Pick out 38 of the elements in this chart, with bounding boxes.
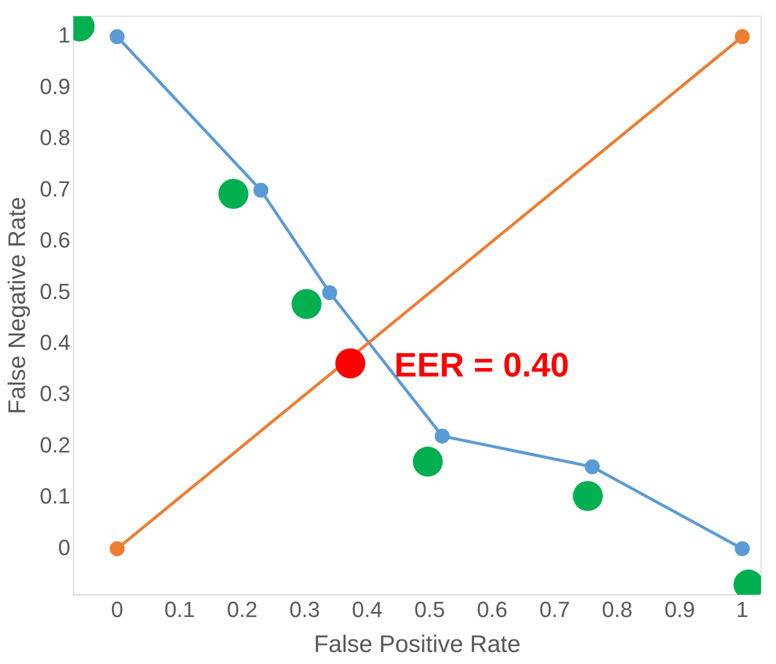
point <box>292 288 322 319</box>
y-tick-label: 0.6 <box>40 228 70 253</box>
y-tick-label: 0.8 <box>40 125 70 150</box>
y-tick-label: 0 <box>58 534 70 560</box>
point <box>584 459 600 474</box>
point <box>434 428 450 444</box>
y-axis-title: False Negative Rate <box>4 196 32 414</box>
y-tick-label: 0.7 <box>40 176 70 202</box>
y-tick-label: 0.5 <box>40 278 70 304</box>
y-tick-label: 0.4 <box>40 330 70 355</box>
point <box>110 541 125 556</box>
x-tick-label: 0.3 <box>289 597 320 622</box>
point <box>335 348 366 378</box>
point <box>412 446 443 477</box>
x-tick-label: 0.7 <box>539 597 570 622</box>
x-tick-label: 0.9 <box>664 597 696 622</box>
y-tick-label: 0.1 <box>40 484 70 509</box>
y-tick-label: 0.2 <box>40 432 70 458</box>
y-tick-label: 1 <box>58 22 70 48</box>
x-tick-label: 0.4 <box>352 597 382 622</box>
point <box>572 480 603 511</box>
x-tick-label: 1 <box>736 597 748 622</box>
x-tick-label: 0.8 <box>602 597 633 622</box>
annotation: EER = 0.40 <box>394 346 570 385</box>
x-tick-label: 0.5 <box>414 597 445 622</box>
x-tick-label: 0.2 <box>226 597 258 622</box>
point <box>253 182 268 198</box>
x-tick-label: 0 <box>111 597 124 622</box>
x-tick-label: 0.6 <box>476 597 508 622</box>
point <box>218 178 248 209</box>
point <box>734 29 750 44</box>
point <box>110 29 125 44</box>
x-tick-label: 0.1 <box>164 597 195 622</box>
y-tick-label: 0.3 <box>40 381 70 406</box>
point <box>734 541 750 556</box>
y-tick-label: 0.9 <box>40 74 70 99</box>
point <box>322 285 338 300</box>
x-axis-title: False Positive Rate <box>314 631 521 658</box>
